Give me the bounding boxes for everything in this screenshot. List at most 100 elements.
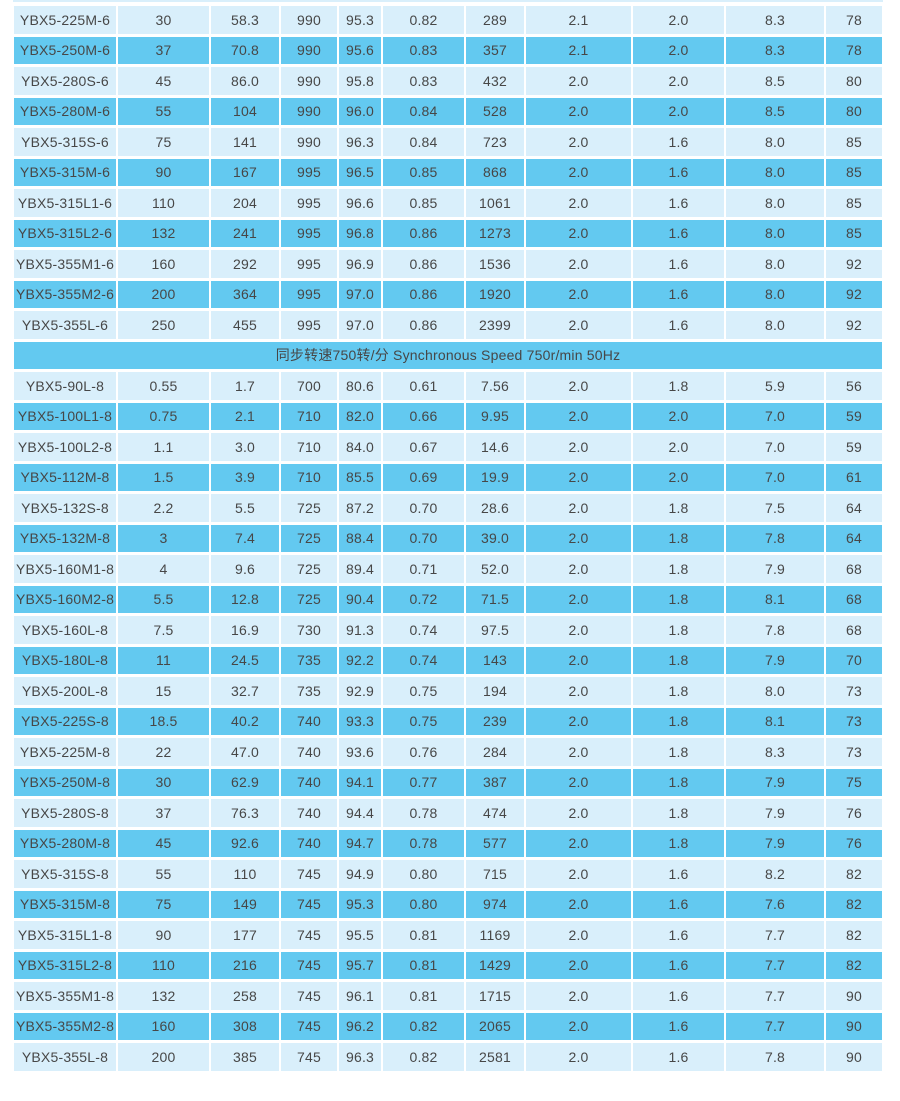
- value-cell: 868: [466, 158, 524, 186]
- value-cell: 357: [466, 36, 524, 64]
- value-cell: 3.9: [211, 463, 279, 491]
- value-cell: 1.6: [633, 1012, 724, 1040]
- value-cell: 730: [281, 616, 337, 644]
- table-row: YBX5-225M-8 22 47.0 740 93.6 0.76 284 2.0 1.8 8.3…: [14, 738, 882, 766]
- value-cell: 0.84: [383, 97, 464, 125]
- value-cell: 995: [281, 280, 337, 308]
- value-cell: 990: [281, 6, 337, 34]
- value-cell: 91.3: [339, 616, 381, 644]
- value-cell: 0.86: [383, 311, 464, 339]
- value-cell: 2.0: [526, 128, 631, 156]
- value-cell: 308: [211, 1012, 279, 1040]
- value-cell: 8.3: [726, 6, 824, 34]
- value-cell: 68: [826, 585, 882, 613]
- value-cell: 16.9: [211, 616, 279, 644]
- value-cell: 2.0: [526, 982, 631, 1010]
- value-cell: 22: [118, 738, 209, 766]
- value-cell: 97.0: [339, 280, 381, 308]
- value-cell: 0.75: [118, 402, 209, 430]
- value-cell: 52.0: [466, 555, 524, 583]
- value-cell: 94.7: [339, 829, 381, 857]
- value-cell: 45: [118, 829, 209, 857]
- model-cell: YBX5-90L-8: [14, 372, 116, 400]
- value-cell: 1.6: [633, 311, 724, 339]
- table-row: YBX5-250M-6 37 70.8 990 95.6 0.83 357 2.1 2.0 8.3…: [14, 36, 882, 64]
- value-cell: 745: [281, 860, 337, 888]
- value-cell: 2.0: [526, 250, 631, 278]
- value-cell: 143: [466, 646, 524, 674]
- value-cell: 132: [118, 219, 209, 247]
- value-cell: 990: [281, 67, 337, 95]
- value-cell: 745: [281, 921, 337, 949]
- model-cell: YBX5-100L2-8: [14, 433, 116, 461]
- value-cell: 1.8: [633, 738, 724, 766]
- value-cell: 284: [466, 738, 524, 766]
- value-cell: 1.6: [633, 1043, 724, 1071]
- value-cell: 1.6: [633, 982, 724, 1010]
- model-cell: YBX5-225M-8: [14, 738, 116, 766]
- value-cell: 85.5: [339, 463, 381, 491]
- value-cell: 216: [211, 951, 279, 979]
- value-cell: 177: [211, 921, 279, 949]
- value-cell: 132: [118, 982, 209, 1010]
- model-cell: YBX5-355L-6: [14, 311, 116, 339]
- value-cell: 95.6: [339, 36, 381, 64]
- value-cell: 5.5: [118, 585, 209, 613]
- value-cell: 96.5: [339, 158, 381, 186]
- value-cell: 4: [118, 555, 209, 583]
- value-cell: 990: [281, 128, 337, 156]
- value-cell: 24.5: [211, 646, 279, 674]
- value-cell: 990: [281, 36, 337, 64]
- table-row: YBX5-315S-6 75 141 990 96.3 0.84 723 2.0 1.6 8.0 8…: [14, 128, 882, 156]
- value-cell: 995: [281, 311, 337, 339]
- value-cell: 710: [281, 433, 337, 461]
- value-cell: 12.8: [211, 585, 279, 613]
- value-cell: 0.75: [383, 677, 464, 705]
- value-cell: 725: [281, 555, 337, 583]
- value-cell: 90: [826, 982, 882, 1010]
- value-cell: 92.9: [339, 677, 381, 705]
- value-cell: 64: [826, 494, 882, 522]
- value-cell: 0.78: [383, 799, 464, 827]
- value-cell: 82.0: [339, 402, 381, 430]
- value-cell: 723: [466, 128, 524, 156]
- value-cell: 3: [118, 524, 209, 552]
- value-cell: 92.2: [339, 646, 381, 674]
- value-cell: 110: [211, 860, 279, 888]
- value-cell: 2.0: [526, 1012, 631, 1040]
- value-cell: 85: [826, 219, 882, 247]
- value-cell: 58.3: [211, 6, 279, 34]
- value-cell: 2.0: [526, 829, 631, 857]
- value-cell: 90: [826, 1012, 882, 1040]
- table-section-8pole: YBX5-90L-8 0.55 1.7 700 80.6 0.61 7.56 2.0 1.8 5.…: [14, 372, 882, 1071]
- value-cell: 0.71: [383, 555, 464, 583]
- table-row: YBX5-355L-6 250 455 995 97.0 0.86 2399 2.0 1.6 8.…: [14, 311, 882, 339]
- value-cell: 0.80: [383, 890, 464, 918]
- value-cell: 725: [281, 524, 337, 552]
- value-cell: 97.5: [466, 616, 524, 644]
- value-cell: 68: [826, 616, 882, 644]
- value-cell: 87.2: [339, 494, 381, 522]
- table-row: YBX5-355M1-6 160 292 995 96.9 0.86 1536 2.0 1.6 8…: [14, 250, 882, 278]
- value-cell: 0.74: [383, 646, 464, 674]
- value-cell: 7.6: [726, 890, 824, 918]
- model-cell: YBX5-160M1-8: [14, 555, 116, 583]
- value-cell: 32.7: [211, 677, 279, 705]
- value-cell: 59: [826, 433, 882, 461]
- value-cell: 7.7: [726, 982, 824, 1010]
- value-cell: 45: [118, 67, 209, 95]
- value-cell: 432: [466, 67, 524, 95]
- value-cell: 0.70: [383, 494, 464, 522]
- value-cell: 8.1: [726, 585, 824, 613]
- value-cell: 990: [281, 97, 337, 125]
- table-row: YBX5-160M1-8 4 9.6 725 89.4 0.71 52.0 2.0 1.8 7.9…: [14, 555, 882, 583]
- value-cell: 68: [826, 555, 882, 583]
- model-cell: YBX5-200L-8: [14, 677, 116, 705]
- table-row: YBX5-315S-8 55 110 745 94.9 0.80 715 2.0 1.6 8.2 8…: [14, 860, 882, 888]
- table-row: YBX5-160L-8 7.5 16.9 730 91.3 0.74 97.5 2.0 1.8 7…: [14, 616, 882, 644]
- value-cell: 735: [281, 677, 337, 705]
- value-cell: 19.9: [466, 463, 524, 491]
- model-cell: YBX5-355M2-6: [14, 280, 116, 308]
- value-cell: 0.70: [383, 524, 464, 552]
